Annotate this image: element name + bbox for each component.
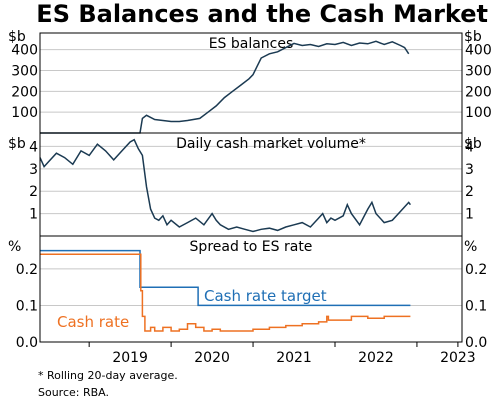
x-tick-label: 2022	[358, 350, 394, 366]
x-tick-label: 2021	[276, 350, 312, 366]
x-tick-label: 2020	[194, 350, 230, 366]
y-tick-label-left: 400	[11, 43, 38, 59]
y-tick-label-left: 0.0	[16, 335, 38, 351]
y-tick-label-left: 1	[29, 207, 38, 223]
y-tick-label-left: 0.1	[16, 298, 38, 314]
series-line-cash-rate	[40, 253, 411, 332]
unit-label-right: $b	[464, 29, 482, 45]
y-tick-label-right: 1	[465, 207, 474, 223]
series-line-main	[40, 40, 410, 134]
source-note: Source: RBA.	[38, 386, 110, 399]
unit-label-left: %	[8, 239, 21, 255]
series-label: Cash rate target	[204, 287, 327, 305]
y-tick-label-left: 200	[11, 84, 38, 100]
y-tick-label-left: 300	[11, 64, 38, 80]
chart-notes: * Rolling 20-day average. Source: RBA.	[38, 369, 178, 403]
unit-label-right: $b	[464, 136, 482, 152]
y-tick-label-right: 0.2	[465, 262, 487, 278]
y-tick-label-right: 0.0	[465, 335, 487, 351]
chart-title-text: ES Balances and the Cash Market	[36, 0, 488, 28]
y-tick-label-right: 3	[465, 162, 474, 178]
y-tick-label-right: 400	[465, 43, 492, 59]
panel-title: ES balances	[209, 36, 294, 52]
y-tick-label-right: 100	[465, 105, 492, 121]
y-tick-label-left: 2	[29, 184, 38, 200]
unit-label-left: $b	[8, 29, 26, 45]
panel-frame	[39, 235, 463, 343]
panel-3: 0.0 0.0 0.1 0.1 0.2 0.2% % Spread to ES rate	[8, 239, 487, 351]
y-tick-label-right: 0.1	[465, 298, 487, 314]
chart-title: ES Balances and the Cash Market	[0, 0, 500, 34]
footnote: * Rolling 20-day average.	[38, 369, 178, 382]
panel-title: Daily cash market volume*	[176, 136, 366, 152]
x-tick-label: 2023	[440, 350, 476, 366]
series-line-cash-rate-target	[40, 249, 411, 307]
panel-title: Spread to ES rate	[190, 239, 313, 255]
y-tick-label-right: 2	[465, 184, 474, 200]
y-tick-label-left: 0.2	[16, 262, 38, 278]
series-line-main	[39, 138, 412, 233]
unit-label-left: $b	[8, 136, 26, 152]
y-tick-label-right: 4	[465, 139, 474, 155]
y-tick-label-left: 100	[11, 105, 38, 121]
series-label: Cash rate	[57, 313, 129, 331]
y-tick-label-left: 3	[29, 162, 38, 178]
y-tick-label-left: 4	[29, 139, 38, 155]
unit-label-right: %	[464, 239, 477, 255]
y-tick-label-right: 300	[465, 64, 492, 80]
y-tick-label-right: 200	[465, 84, 492, 100]
x-tick-label: 2019	[112, 350, 148, 366]
